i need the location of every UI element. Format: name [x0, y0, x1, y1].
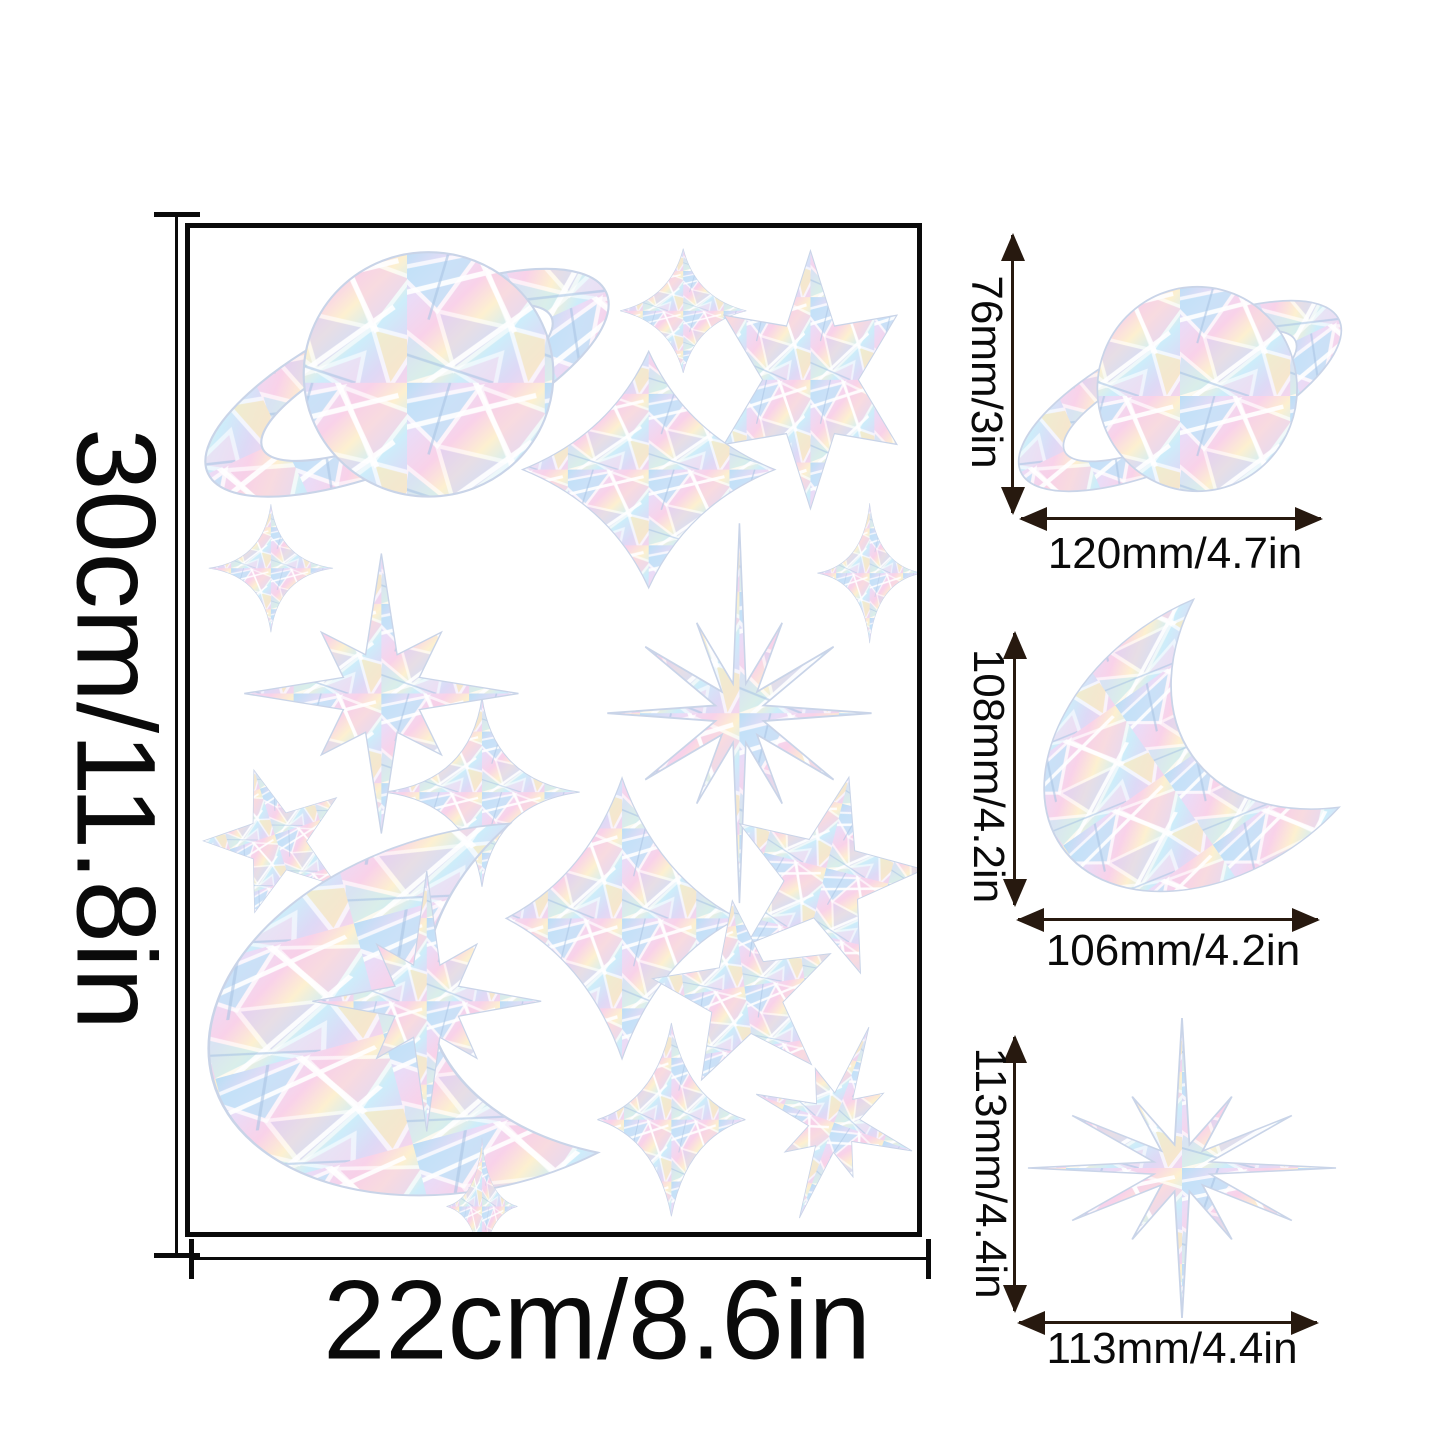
- sheet-outline: [185, 223, 922, 1237]
- moon-width-label: 106mm/4.2in: [1045, 926, 1301, 975]
- planet-reference: [993, 261, 1367, 531]
- planet-width-label: 120mm/4.7in: [1047, 529, 1303, 578]
- moon-width-arrow: [1018, 918, 1318, 921]
- planet-height-label: 76mm/3in: [962, 275, 1011, 469]
- star4-decal: [505, 777, 739, 1060]
- burst-reference: [1027, 1017, 1337, 1319]
- sheet-width-label: 22cm/8.6in: [323, 1257, 871, 1383]
- burst-height-arrow: [1013, 1037, 1016, 1311]
- planet-height-arrow: [1011, 235, 1014, 513]
- planet-width-arrow: [1021, 517, 1321, 520]
- moon-height-arrow: [1013, 633, 1016, 905]
- sparkle-decal: [208, 503, 334, 633]
- burst-width-label: 113mm/4.4in: [1046, 1324, 1298, 1373]
- star4-decal: [521, 350, 776, 589]
- burst-width-arrow: [1019, 1321, 1317, 1324]
- sparkle-decal: [817, 502, 917, 644]
- moon-height-label: 108mm/4.2in: [964, 648, 1013, 904]
- sheet-height-label: 30cm/11.8in: [53, 428, 179, 1030]
- burst-height-label: 113mm/4.4in: [966, 1047, 1015, 1299]
- sheet-height-dimension-line: [175, 214, 178, 1256]
- sheet-decals: [190, 228, 917, 1232]
- moon-reference: [984, 593, 1344, 957]
- sheet-width-dimension-line: [190, 1257, 930, 1260]
- star4-decal: [619, 248, 747, 374]
